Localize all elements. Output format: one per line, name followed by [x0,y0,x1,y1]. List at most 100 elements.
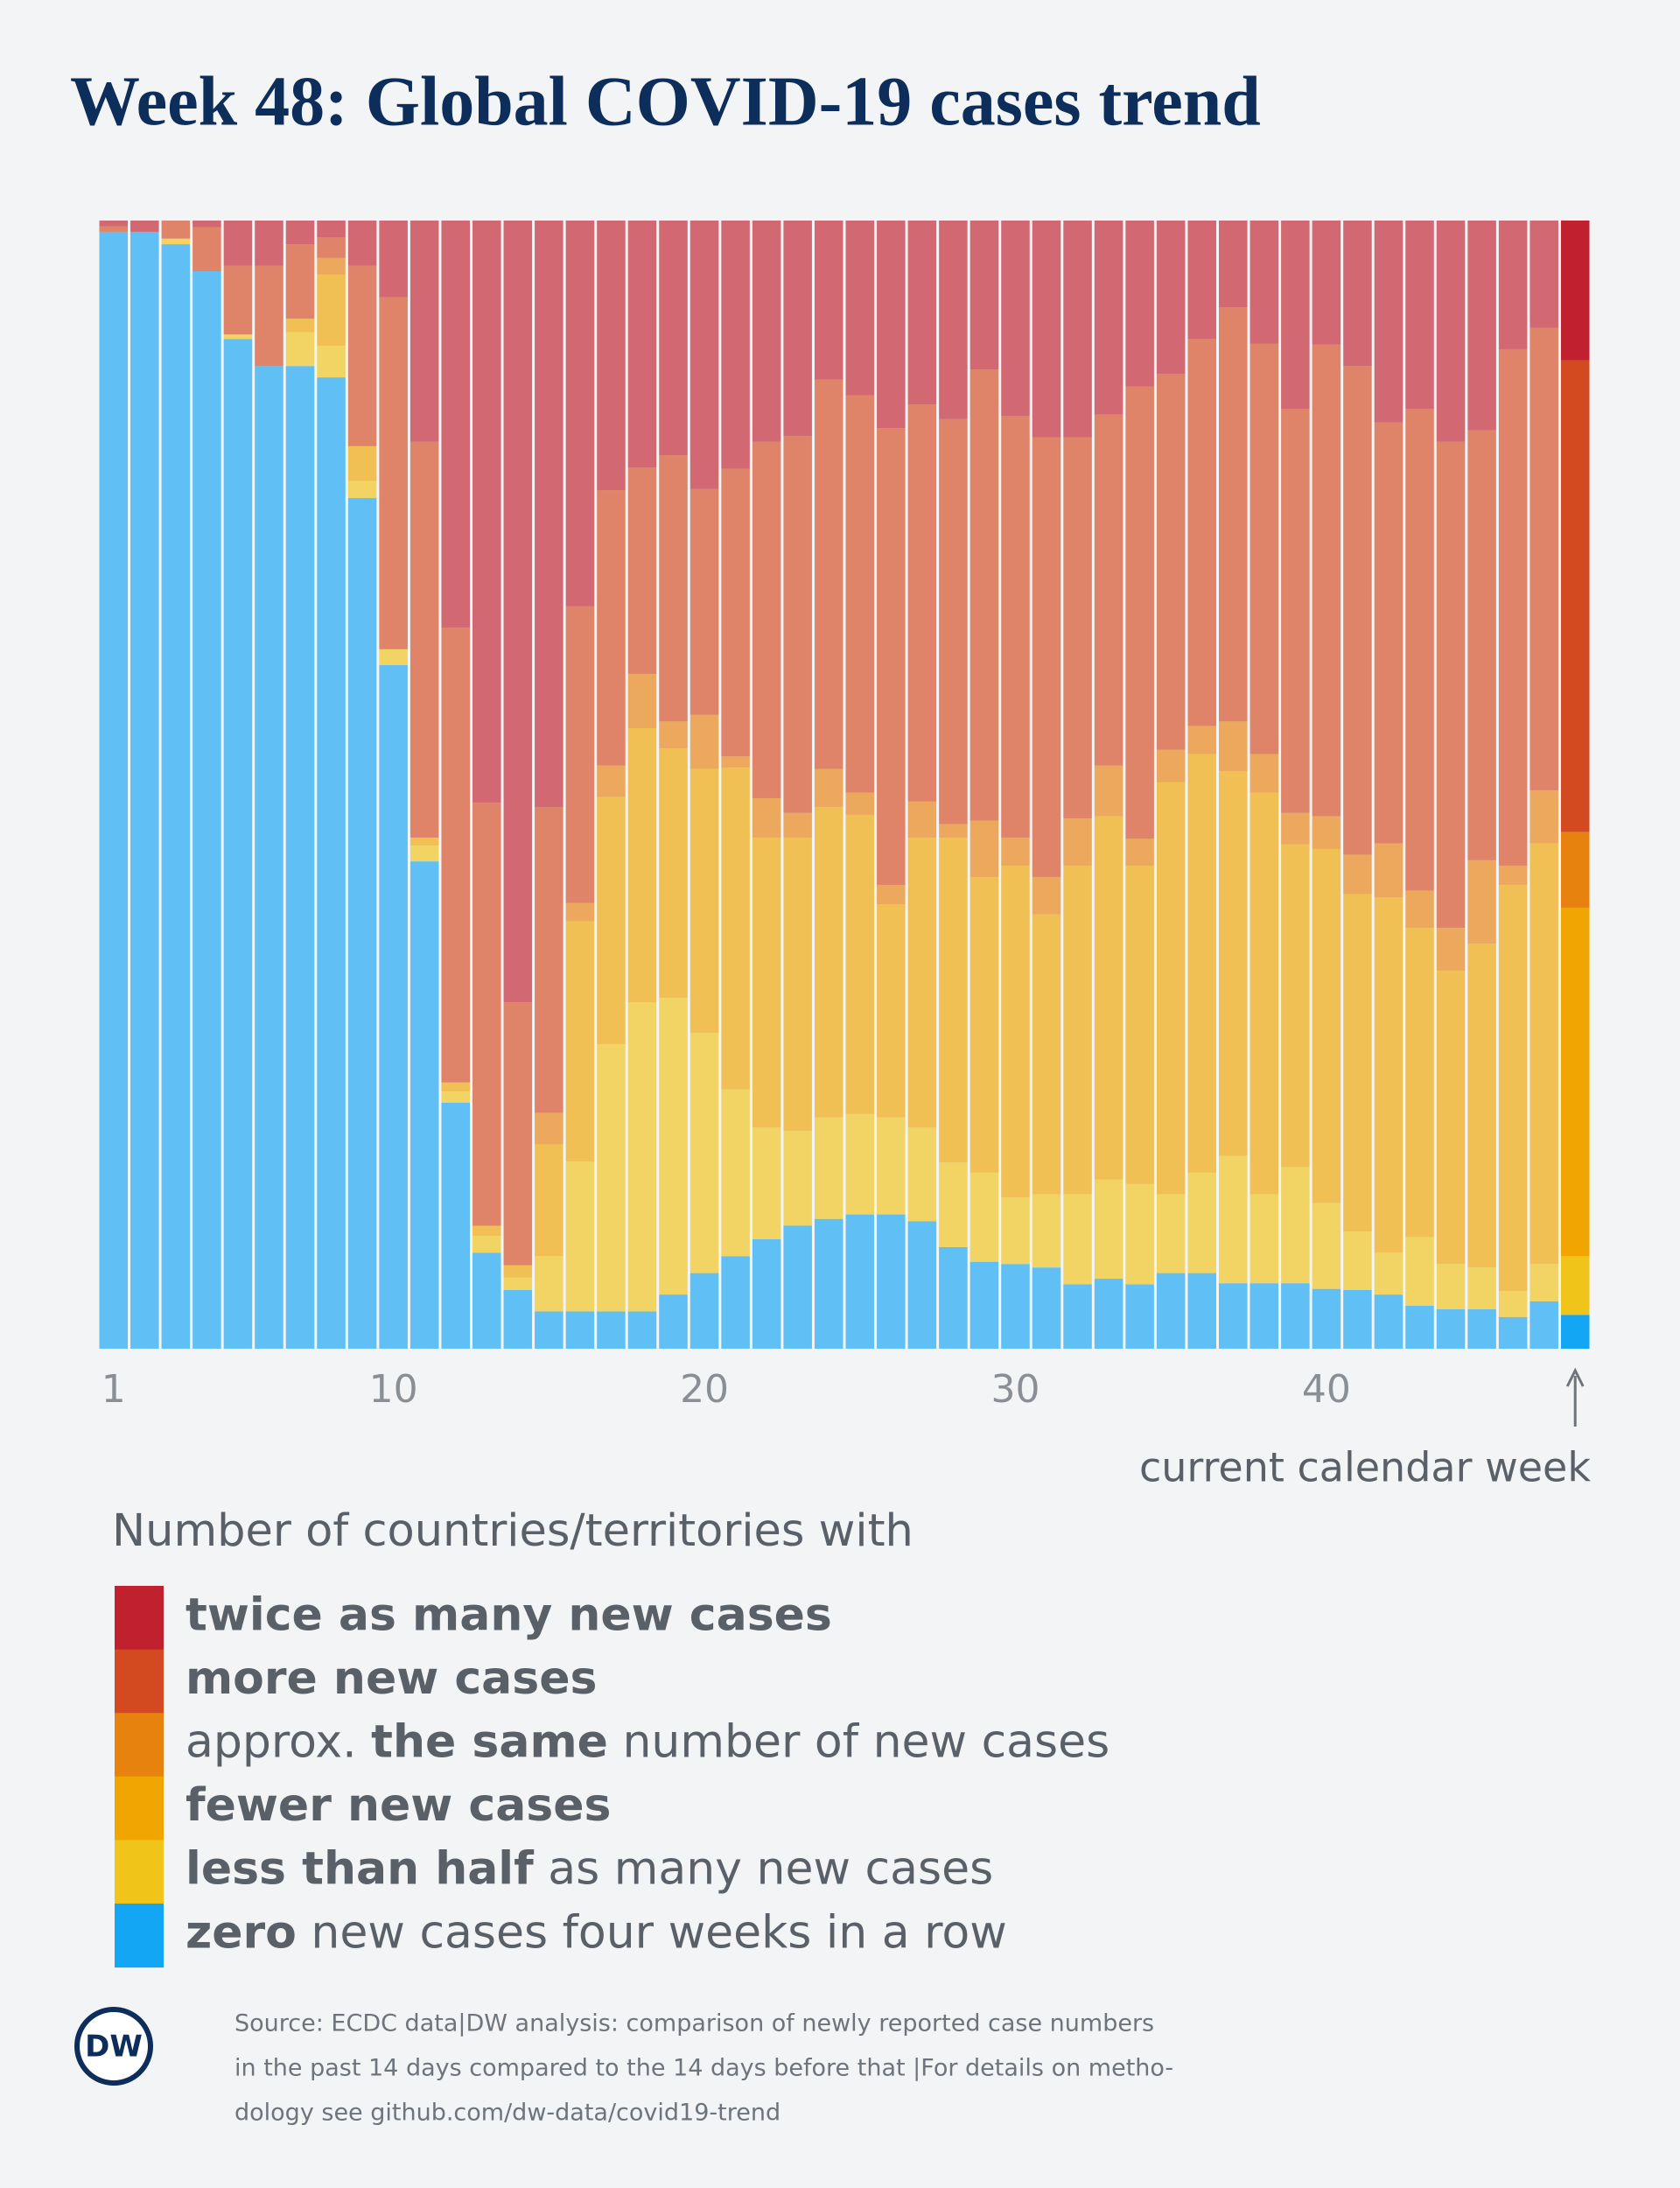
bar-segment [130,221,159,232]
bar-segment [1498,866,1528,886]
legend-title: Number of countries/territories with [112,1505,914,1557]
bar-segment [1094,816,1124,1180]
bar-segment [970,1261,999,1349]
bar-segment [690,714,719,769]
bar-segment [503,1277,533,1290]
bar-segment [472,221,501,803]
bar-segment [410,861,439,1349]
bar-segment [1530,1301,1558,1349]
legend-swatch [115,1776,164,1841]
bar-segment [565,606,595,903]
bar-segment [317,377,346,1349]
bar-segment [1219,771,1248,1156]
bar-segment [1436,1308,1466,1349]
bar-segment [783,221,812,437]
bar-segment [1467,430,1496,860]
bar-segment [721,1089,750,1257]
bar-segment [627,728,657,1003]
bar-segment [379,664,408,1349]
bar-segment [907,838,937,1128]
bar-segment [285,244,315,319]
bar-segment [1467,1308,1496,1349]
bar-segment [99,231,129,1349]
bar-segment [939,221,968,419]
bar-segment [347,498,377,1349]
bar-segment [877,221,906,429]
bar-segment [1063,221,1092,438]
bar-segment [1001,1264,1030,1349]
legend-label-part: new cases four weeks in a row [297,1906,1007,1959]
bar-segment [192,227,221,272]
bar-segment [814,1117,844,1219]
bar-segment [1405,221,1434,410]
bar-segment [503,1265,533,1278]
bar-segment [285,332,315,367]
bar-segment [1063,1284,1092,1349]
bar-segment [597,1311,626,1349]
bar-segment [1405,928,1434,1238]
bar-segment [783,812,812,838]
bar-segment [1498,221,1528,349]
legend-label: fewer new cases [186,1779,611,1832]
bar-segment [659,998,688,1295]
bar-segment [627,1002,657,1312]
bar-segment [1187,221,1216,340]
bar-segment [1219,721,1248,772]
x-tick-label: 10 [369,1367,418,1412]
bar-segment [1094,414,1124,766]
bar-segment [1250,754,1279,793]
bar-segment [783,838,812,1132]
bar-segment [285,319,315,333]
bar-segment [161,244,191,1350]
bar-segment [565,1161,595,1312]
bar-segment [255,221,284,266]
bar-segment [752,1127,781,1239]
bar-segment [659,221,688,456]
bar-segment [1436,971,1466,1265]
bar-segment [503,221,533,1003]
bar-segment [1436,1264,1466,1309]
bar-segment [1560,1315,1590,1349]
bar-segment [285,366,315,1349]
bar-segment [379,297,408,649]
bar-segment [690,221,719,489]
legend-label-part: twice as many new cases [186,1588,832,1641]
bar-segment [1343,894,1372,1231]
bar-segment [1405,1237,1434,1307]
bar-segment [565,221,595,607]
legend-label-part: as many new cases [534,1843,993,1896]
bar-segment [1498,348,1528,866]
bar-segment [814,1218,844,1349]
bar-segment [535,807,564,1113]
bar-segment [441,1091,470,1103]
bar-segment [1343,1289,1372,1349]
bar-segment [1343,221,1372,367]
bar-segment [1156,374,1186,750]
bar-segment [970,820,999,878]
bar-segment [1032,1194,1061,1268]
bar-segment [1530,221,1558,328]
bar-segment [410,838,439,846]
bar-segment [1187,1172,1216,1273]
bar-segment [223,221,253,266]
bar-segment [627,1311,657,1349]
bar-segment [161,221,191,239]
bar-segment [535,1311,564,1349]
bar-segment [970,1172,999,1262]
bar-segment [627,221,657,468]
bar-segment [1436,221,1466,442]
bar-segment [1219,1155,1248,1284]
bar-segment [814,768,844,808]
bar-segment [939,824,968,838]
bar-segment [535,221,564,808]
bar-segment [877,1117,906,1215]
bar-segment [752,838,781,1128]
bar-segment [410,221,439,442]
bar-segment [877,885,906,905]
bar-segment [1250,343,1279,754]
legend-swatch [115,1904,164,1968]
bar-segment [317,274,346,347]
x-tick-label: 40 [1302,1367,1351,1412]
bar-segment [1530,843,1558,1265]
